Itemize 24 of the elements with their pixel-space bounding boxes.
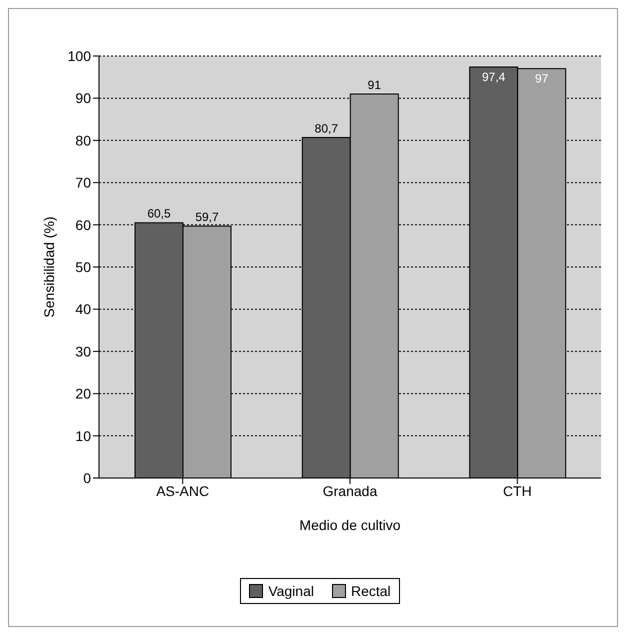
y-tick-label: 0 bbox=[83, 470, 92, 486]
y-tick-label: 20 bbox=[75, 386, 92, 402]
x-tick-label: Granada bbox=[322, 482, 378, 499]
y-tick-label: 80 bbox=[75, 132, 92, 148]
data-label: 60,5 bbox=[147, 206, 171, 221]
y-tick-label: 90 bbox=[75, 90, 92, 106]
y-tick-label: 60 bbox=[75, 216, 92, 233]
legend-label: Vaginal bbox=[267, 583, 314, 599]
data-label: 97 bbox=[534, 72, 549, 86]
x-tick-label: AS-ANC bbox=[156, 482, 210, 499]
data-label: 97,4 bbox=[482, 70, 506, 84]
data-label: 91 bbox=[368, 78, 382, 92]
x-axis-title: Medio de cultivo bbox=[299, 517, 401, 533]
y-tick-label: 40 bbox=[75, 301, 92, 318]
legend-label: Rectal bbox=[350, 583, 391, 599]
y-axis-title: Sensibilidad (%) bbox=[40, 216, 57, 318]
data-label: 59,7 bbox=[195, 210, 219, 224]
y-tick-label: 50 bbox=[75, 258, 92, 275]
y-tick-label: 100 bbox=[68, 48, 92, 64]
y-tick-label: 30 bbox=[75, 343, 92, 360]
y-tick-label: 70 bbox=[75, 174, 92, 191]
y-tick-label: 10 bbox=[75, 428, 92, 444]
x-tick-label: CTH bbox=[502, 482, 532, 499]
data-label: 80,7 bbox=[314, 121, 338, 136]
